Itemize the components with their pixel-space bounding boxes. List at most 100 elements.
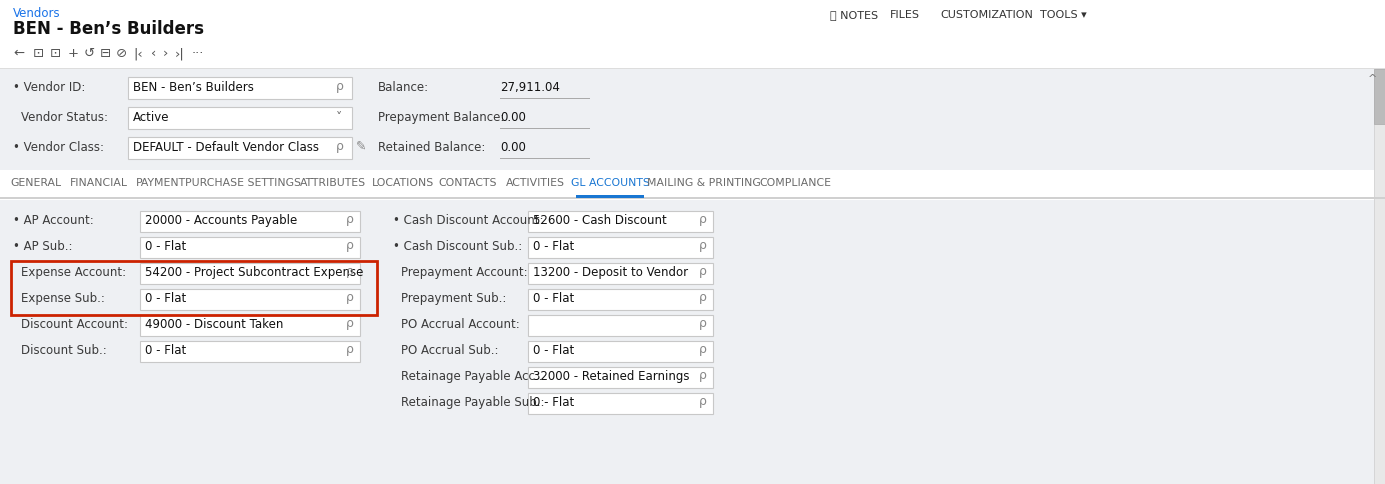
Text: ›|: ›| — [175, 47, 184, 60]
Bar — [500, 98, 590, 99]
Bar — [500, 128, 590, 129]
Text: ρ: ρ — [346, 291, 355, 304]
Text: Active: Active — [133, 111, 169, 124]
Text: TOOLS ▾: TOOLS ▾ — [1040, 10, 1087, 20]
Bar — [140, 289, 360, 310]
Bar — [0, 172, 1385, 198]
Text: ^: ^ — [1368, 74, 1377, 84]
Bar — [528, 263, 713, 284]
Text: FILES: FILES — [891, 10, 920, 20]
Text: 0 - Flat: 0 - Flat — [145, 344, 186, 357]
Bar — [0, 69, 1385, 170]
Bar — [0, 68, 1385, 69]
Bar — [0, 200, 1385, 484]
Text: ρ: ρ — [699, 291, 706, 304]
Bar — [0, 0, 1385, 68]
Text: ⊡: ⊡ — [33, 47, 44, 60]
Text: ˅: ˅ — [337, 111, 342, 124]
Text: 49000 - Discount Taken: 49000 - Discount Taken — [145, 318, 284, 331]
Text: GENERAL: GENERAL — [10, 178, 61, 188]
Text: 52600 - Cash Discount: 52600 - Cash Discount — [533, 214, 666, 227]
Text: 0 - Flat: 0 - Flat — [145, 292, 186, 305]
Text: PAYMENT: PAYMENT — [136, 178, 187, 188]
Text: Vendors: Vendors — [12, 7, 61, 20]
Text: ···: ··· — [193, 47, 205, 60]
Text: 0 - Flat: 0 - Flat — [145, 240, 186, 253]
Text: ›: › — [163, 47, 169, 60]
Text: ⊟: ⊟ — [100, 47, 111, 60]
Text: Discount Sub.:: Discount Sub.: — [21, 344, 107, 357]
Bar — [528, 367, 713, 388]
Text: +: + — [68, 47, 79, 60]
Text: • AP Sub.:: • AP Sub.: — [12, 240, 72, 253]
Text: 0.00: 0.00 — [500, 111, 526, 124]
Bar — [140, 237, 360, 258]
Bar — [0, 197, 1385, 198]
Bar — [528, 341, 713, 362]
Text: Vendor Status:: Vendor Status: — [21, 111, 108, 124]
Text: ρ: ρ — [346, 343, 355, 356]
Bar — [528, 315, 713, 336]
Bar — [528, 289, 713, 310]
Text: ←: ← — [12, 47, 24, 60]
Bar — [127, 77, 352, 99]
Text: ρ: ρ — [699, 343, 706, 356]
Text: ρ: ρ — [346, 317, 355, 330]
Text: ρ: ρ — [699, 213, 706, 226]
Text: BEN - Ben’s Builders: BEN - Ben’s Builders — [12, 20, 204, 38]
Text: • Vendor Class:: • Vendor Class: — [12, 141, 104, 154]
Text: LOCATIONS: LOCATIONS — [371, 178, 434, 188]
Text: 0.00: 0.00 — [500, 141, 526, 154]
Bar — [140, 315, 360, 336]
Text: Retainage Payable Acc...: Retainage Payable Acc... — [402, 370, 546, 383]
Text: Expense Sub.:: Expense Sub.: — [21, 292, 105, 305]
Bar — [140, 341, 360, 362]
Text: 13200 - Deposit to Vendor: 13200 - Deposit to Vendor — [533, 266, 688, 279]
Text: DEFAULT - Default Vendor Class: DEFAULT - Default Vendor Class — [133, 141, 319, 154]
Text: • Cash Discount Sub.:: • Cash Discount Sub.: — [393, 240, 522, 253]
Text: 0 - Flat: 0 - Flat — [533, 292, 575, 305]
Text: ⎓ NOTES: ⎓ NOTES — [830, 10, 878, 20]
Text: ρ: ρ — [337, 80, 343, 93]
Text: BEN - Ben’s Builders: BEN - Ben’s Builders — [133, 81, 253, 94]
Text: Prepayment Account:: Prepayment Account: — [402, 266, 528, 279]
Text: • Cash Discount Account:: • Cash Discount Account: — [393, 214, 543, 227]
Text: |‹: |‹ — [133, 47, 143, 60]
Bar — [1374, 69, 1385, 484]
Text: MAILING & PRINTING: MAILING & PRINTING — [647, 178, 760, 188]
Text: • Vendor ID:: • Vendor ID: — [12, 81, 86, 94]
Bar — [528, 211, 713, 232]
Text: ‹: ‹ — [151, 47, 157, 60]
Text: ↺: ↺ — [84, 47, 96, 60]
Bar — [500, 158, 590, 159]
Text: PURCHASE SETTINGS: PURCHASE SETTINGS — [186, 178, 302, 188]
Text: PO Accrual Account:: PO Accrual Account: — [402, 318, 519, 331]
Text: ρ: ρ — [699, 317, 706, 330]
Text: ρ: ρ — [346, 265, 355, 278]
Text: ρ: ρ — [699, 265, 706, 278]
Text: 20000 - Accounts Payable: 20000 - Accounts Payable — [145, 214, 298, 227]
Text: ρ: ρ — [337, 140, 343, 153]
Text: 27,911.04: 27,911.04 — [500, 81, 560, 94]
Text: Discount Account:: Discount Account: — [21, 318, 127, 331]
Text: ACTIVITIES: ACTIVITIES — [506, 178, 565, 188]
Text: • AP Account:: • AP Account: — [12, 214, 94, 227]
Text: PO Accrual Sub.:: PO Accrual Sub.: — [402, 344, 499, 357]
Text: ρ: ρ — [346, 213, 355, 226]
Bar — [528, 237, 713, 258]
Text: Balance:: Balance: — [378, 81, 429, 94]
Text: ρ: ρ — [699, 369, 706, 382]
Text: ✎: ✎ — [356, 140, 367, 153]
Text: ATTRIBUTES: ATTRIBUTES — [299, 178, 366, 188]
Bar — [127, 137, 352, 159]
Text: CUSTOMIZATION: CUSTOMIZATION — [940, 10, 1033, 20]
Text: Prepayment Balance:: Prepayment Balance: — [378, 111, 504, 124]
Text: COMPLIANCE: COMPLIANCE — [760, 178, 832, 188]
Bar — [576, 195, 644, 198]
Text: Retained Balance:: Retained Balance: — [378, 141, 485, 154]
Bar — [11, 261, 377, 315]
Bar — [1374, 69, 1385, 124]
Text: ⊘: ⊘ — [116, 47, 127, 60]
Text: 54200 - Project Subcontract Expense: 54200 - Project Subcontract Expense — [145, 266, 363, 279]
Text: 32000 - Retained Earnings: 32000 - Retained Earnings — [533, 370, 690, 383]
